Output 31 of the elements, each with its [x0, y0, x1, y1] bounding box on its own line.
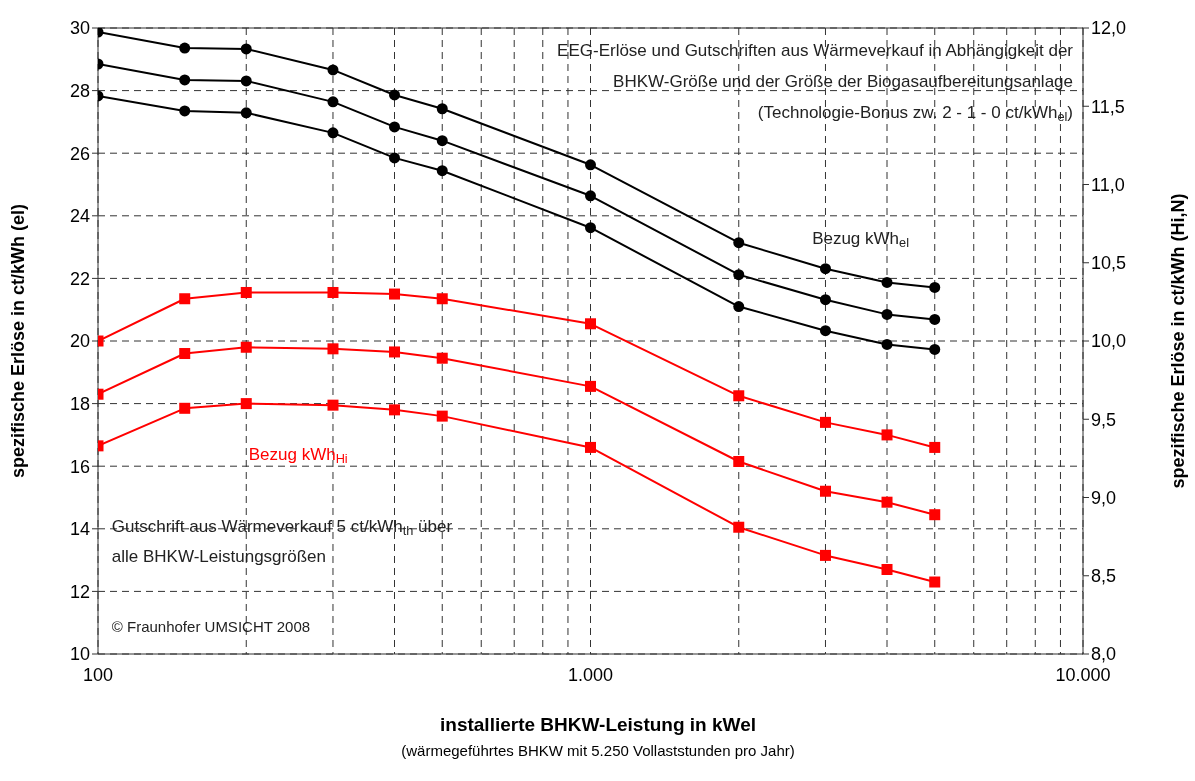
y-tick-label: 24 [69, 206, 90, 227]
x-tick-label: 1.000 [567, 664, 614, 685]
x-tick-label: 100 [82, 664, 114, 685]
text: EEG-Erlöse und Gutschriften aus Wärmeverkauf in Abhängigkeit der BHKW-Größe und der Größe der Biogasaufbereitungsanlage (Technologie-Bonus zw. 2 - 1 - 0 ct/kWh$_{el}$) [557, 41, 1074, 124]
y2-tick-label: 9,5 [1091, 409, 1117, 430]
x-tick-label: 10.000 [1055, 664, 1111, 685]
y-tick-label: 14 [69, 519, 90, 540]
y-tick-label: 12 [69, 581, 90, 602]
y-tick-label: 28 [69, 80, 90, 101]
y-tick-label: 16 [69, 456, 90, 477]
y2-tick-label: 11,5 [1091, 96, 1125, 117]
y-tick-label: 30 [69, 18, 90, 39]
y2-tick-label: 8,0 [1091, 644, 1117, 665]
text: (wärmegeführtes BHKW mit 5.250 Vollaststunden pro Jahr) [401, 742, 795, 759]
y2-tick-label: 10,0 [1091, 331, 1127, 352]
y-tick-label: 26 [69, 143, 90, 164]
y-tick-label: 22 [69, 268, 90, 289]
y2-tick-label: 8,5 [1091, 566, 1117, 587]
y-tick-label: 18 [69, 393, 90, 414]
y2-axis-title: spezifische Erlöse in ct/kWh (Hi,N) [1168, 193, 1189, 489]
y-axis-title: spezifische Erlöse in ct/kWh (el) [8, 203, 29, 479]
y-tick-label: 10 [69, 644, 90, 665]
y2-tick-label: 12,0 [1091, 18, 1127, 39]
y-tick-label: 20 [69, 331, 90, 352]
y2-tick-label: 10,5 [1091, 253, 1127, 274]
annotation: © Fraunhofer UMSICHT 2008 [111, 618, 311, 636]
x-axis-title: installierte BHKW-Leistung in kWel [440, 714, 756, 735]
y2-tick-label: 9,0 [1091, 487, 1117, 508]
annotation: Bezug kWh$_{el}$ [812, 228, 909, 250]
annotation: Bezug kWh$_{Hi}$ [248, 444, 348, 466]
y2-tick-label: 11,0 [1091, 174, 1125, 195]
